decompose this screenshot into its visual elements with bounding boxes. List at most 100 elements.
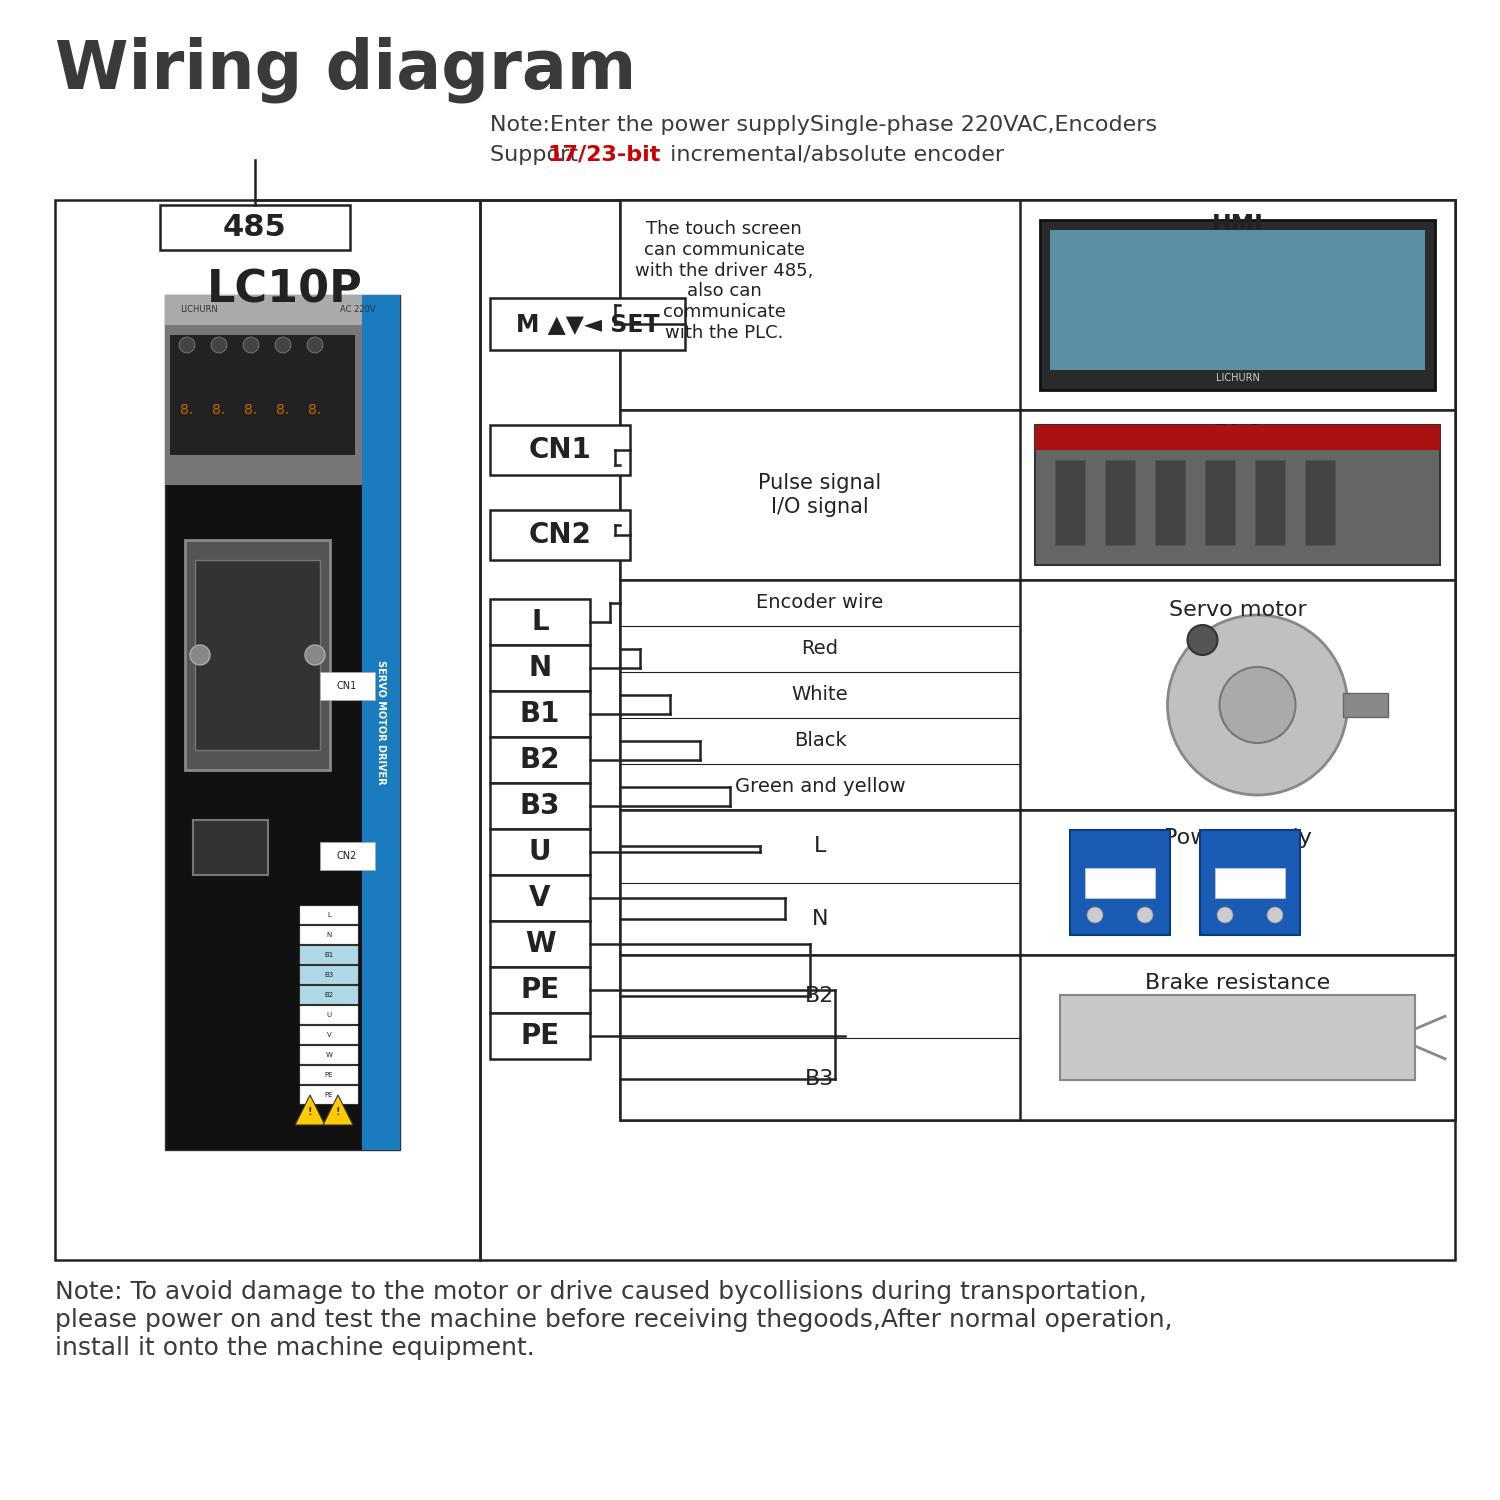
Bar	[490, 830, 590, 874]
Bar	[620, 200, 1455, 410]
Text: B3: B3	[324, 972, 333, 978]
Bar	[300, 1086, 358, 1104]
Bar	[1054, 460, 1084, 544]
Bar	[1215, 868, 1286, 898]
Text: Servo motor: Servo motor	[1168, 600, 1306, 619]
Circle shape	[274, 338, 291, 352]
Text: 8.: 8.	[244, 404, 258, 417]
Text: LICHURN: LICHURN	[1215, 374, 1260, 382]
Text: LICHURN: LICHURN	[180, 306, 218, 315]
Text: CN2: CN2	[528, 520, 591, 549]
Text: !: !	[336, 1107, 340, 1118]
Bar	[490, 783, 590, 830]
Text: 8.: 8.	[309, 404, 321, 417]
Text: PE: PE	[324, 1072, 333, 1078]
Text: Note: To avoid damage to the motor or drive caused bycollisions during transport: Note: To avoid damage to the motor or dr…	[56, 1280, 1173, 1359]
Text: M ▲▼◄ SET: M ▲▼◄ SET	[516, 312, 660, 336]
Text: W: W	[525, 930, 555, 958]
Bar	[490, 968, 590, 1012]
Bar	[490, 1013, 590, 1059]
Text: Note:Enter the power supplySingle-phase 220VAC,Encoders: Note:Enter the power supplySingle-phase …	[490, 116, 1156, 135]
Bar	[300, 926, 358, 944]
Circle shape	[304, 645, 326, 664]
Text: U: U	[528, 839, 552, 866]
Text: PLC: PLC	[1212, 423, 1263, 447]
Bar	[490, 298, 686, 350]
Bar	[490, 598, 590, 645]
Bar	[300, 1046, 358, 1064]
Bar	[320, 672, 375, 700]
Text: V: V	[327, 1032, 332, 1038]
Bar	[194, 821, 268, 874]
Text: Pulse signal
I/O signal: Pulse signal I/O signal	[759, 474, 882, 516]
Text: B3: B3	[519, 792, 561, 820]
Bar	[1035, 424, 1440, 566]
Text: PE: PE	[324, 1092, 333, 1098]
Text: B1: B1	[324, 952, 333, 958]
Text: CN1: CN1	[528, 436, 591, 463]
Bar	[300, 986, 358, 1004]
Circle shape	[1268, 908, 1282, 922]
Bar	[56, 200, 480, 1260]
Text: LC10P: LC10P	[207, 268, 363, 312]
Bar	[1204, 460, 1234, 544]
Text: W: W	[326, 1052, 333, 1058]
Circle shape	[1188, 626, 1218, 656]
Text: B1: B1	[520, 700, 560, 727]
Bar	[1155, 460, 1185, 544]
Text: Encoder wire: Encoder wire	[756, 594, 884, 612]
Bar	[490, 874, 590, 921]
Text: HMI: HMI	[1212, 213, 1263, 237]
Bar	[300, 1026, 358, 1044]
Bar	[490, 424, 630, 476]
Circle shape	[1088, 908, 1102, 922]
Text: PE: PE	[520, 1022, 560, 1050]
Bar	[490, 736, 590, 783]
Bar	[1342, 693, 1388, 717]
Bar	[490, 921, 590, 968]
Text: B2: B2	[519, 746, 561, 774]
Bar	[170, 334, 356, 454]
Bar	[300, 946, 358, 964]
Bar	[184, 540, 330, 770]
Text: N: N	[528, 654, 552, 682]
Bar	[300, 1007, 358, 1025]
Bar	[165, 296, 362, 326]
Bar	[620, 200, 1455, 1120]
Bar	[165, 296, 362, 484]
Bar	[1084, 868, 1155, 898]
Circle shape	[243, 338, 260, 352]
Text: 485: 485	[224, 213, 286, 242]
Bar	[620, 810, 1455, 956]
Bar	[1040, 220, 1436, 390]
Circle shape	[1137, 908, 1154, 922]
Text: B3: B3	[806, 1068, 834, 1089]
Text: AC 220V: AC 220V	[340, 306, 375, 315]
Text: Green and yellow: Green and yellow	[735, 777, 906, 796]
Bar	[1050, 230, 1425, 370]
Bar	[362, 296, 401, 1150]
Text: 17/23-bit: 17/23-bit	[548, 146, 662, 165]
Text: U: U	[327, 1013, 332, 1019]
Bar	[300, 1066, 358, 1084]
Bar	[300, 966, 358, 984]
Text: B2: B2	[324, 992, 333, 998]
Polygon shape	[296, 1095, 326, 1125]
Bar	[1035, 424, 1440, 450]
Text: Power supply: Power supply	[1164, 828, 1311, 848]
Text: CN1: CN1	[338, 681, 357, 692]
Text: N: N	[327, 932, 332, 938]
Text: L: L	[531, 608, 549, 636]
Bar	[620, 956, 1455, 1120]
Text: incremental/absolute encoder: incremental/absolute encoder	[663, 146, 1004, 165]
Text: Red: Red	[801, 639, 838, 658]
Bar	[480, 200, 1455, 1260]
Text: L: L	[815, 837, 827, 856]
Circle shape	[1167, 615, 1347, 795]
Bar	[1070, 830, 1170, 934]
Circle shape	[1216, 908, 1233, 922]
Bar	[620, 410, 1455, 580]
Bar	[1060, 994, 1414, 1080]
Text: SERVO MOTOR DRIVER: SERVO MOTOR DRIVER	[376, 660, 386, 784]
Text: N: N	[812, 909, 828, 928]
